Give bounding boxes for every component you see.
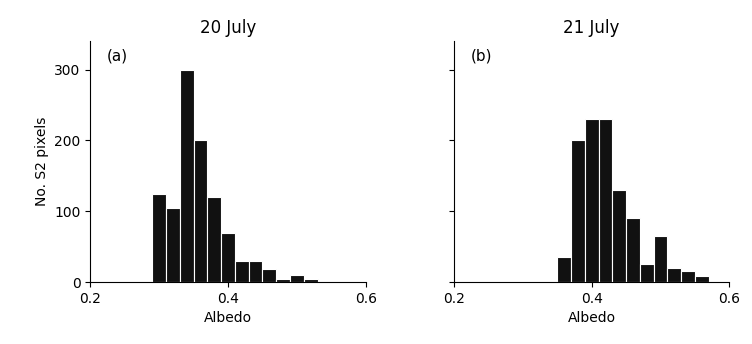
Bar — [681, 271, 695, 282]
Bar — [208, 197, 221, 282]
Bar — [304, 279, 317, 282]
Bar — [262, 269, 276, 282]
Bar — [152, 194, 166, 282]
Bar — [668, 268, 681, 282]
Bar — [653, 236, 668, 282]
Y-axis label: No. S2 pixels: No. S2 pixels — [35, 117, 49, 206]
Bar — [557, 257, 571, 282]
X-axis label: Albedo: Albedo — [568, 311, 616, 325]
Bar — [585, 119, 599, 282]
Bar — [235, 261, 249, 282]
Bar — [249, 261, 262, 282]
Bar — [166, 208, 180, 282]
Bar — [276, 279, 290, 282]
Bar — [695, 277, 709, 282]
Bar — [612, 190, 626, 282]
Bar — [571, 140, 585, 282]
Bar — [193, 140, 208, 282]
Text: (a): (a) — [107, 49, 128, 64]
Bar — [180, 69, 193, 282]
Bar — [221, 233, 235, 282]
Text: (b): (b) — [471, 49, 492, 64]
Bar — [640, 265, 653, 282]
Title: 21 July: 21 July — [563, 19, 620, 37]
Title: 20 July: 20 July — [200, 19, 256, 37]
Bar — [599, 119, 612, 282]
X-axis label: Albedo: Albedo — [204, 311, 252, 325]
Bar — [626, 218, 640, 282]
Bar — [290, 275, 304, 282]
